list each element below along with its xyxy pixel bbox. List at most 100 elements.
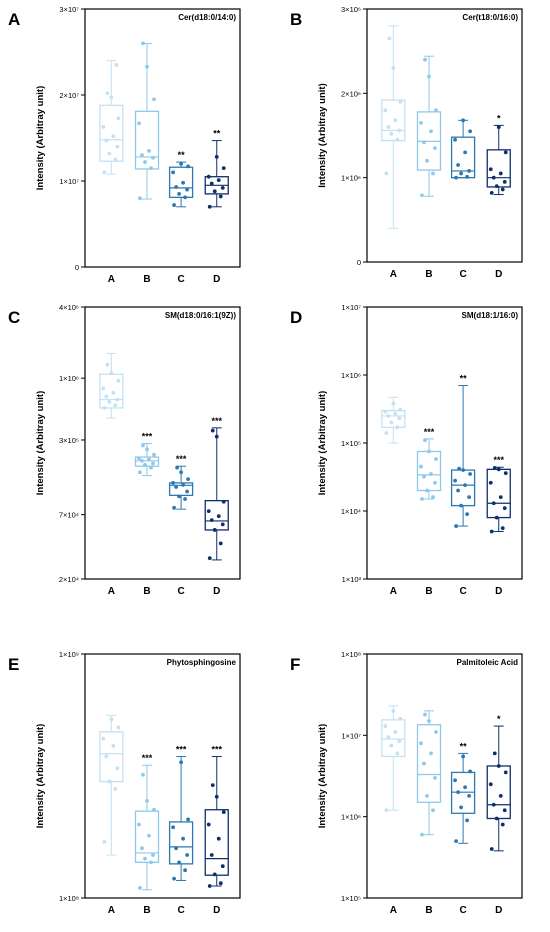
data-point [138,196,142,201]
data-point [206,174,211,179]
data-point [145,799,149,803]
data-point [391,708,396,713]
data-point [489,190,494,195]
data-point [141,443,145,448]
data-point [116,378,121,383]
data-point [502,506,507,511]
data-point [207,884,212,888]
data-point [214,794,219,799]
y-tick-label: 1×10⁶ [341,813,361,822]
significance-marker: *** [142,432,153,442]
data-point [212,528,217,532]
panel-title-C: SM(d18:0/16:1(9Z)) [165,311,236,320]
data-point [463,483,467,488]
data-point [107,151,112,156]
panel-label-A: A [8,10,20,29]
data-point [454,524,458,528]
data-point [461,118,465,123]
x-tick-label: A [108,274,115,285]
data-point [137,456,141,461]
data-point [456,163,460,167]
data-point [212,872,217,877]
box-D [204,500,229,531]
plot-frame-C [84,306,241,580]
data-point [503,770,508,775]
data-point [101,124,106,129]
significance-marker: ** [460,374,468,384]
significance-marker: *** [211,745,222,755]
data-point [386,125,391,129]
data-point [434,108,438,113]
data-point [143,160,147,164]
data-point [181,180,186,185]
data-point [492,466,497,470]
data-point [218,194,223,199]
data-point [422,140,426,145]
x-tick-label: C [459,905,466,916]
significance-marker: *** [176,454,187,464]
y-tick-label: 4×10⁶ [59,303,79,312]
data-point [221,810,226,814]
data-point [496,467,501,472]
x-tick-label: D [213,274,220,285]
data-point [465,174,469,179]
data-point [115,397,120,402]
data-point [221,166,226,171]
data-point [456,790,460,795]
data-point [143,856,147,861]
y-tick-label: 1×10⁷ [59,177,79,186]
data-point [420,193,424,198]
data-point [140,153,144,158]
data-point [459,805,463,810]
data-point [397,416,402,421]
data-point [419,741,423,746]
data-point [174,185,179,189]
box-C [450,136,476,179]
data-point [467,169,471,173]
data-point [105,91,110,96]
panel-title-D: SM(d18:1/16:0) [462,311,519,320]
data-point [496,125,501,129]
panel-label-D: D [290,308,302,327]
y-tick-label: 2×10⁴ [59,575,79,584]
data-point [177,860,182,865]
data-point [427,449,431,454]
data-point [104,394,109,399]
data-point [461,754,465,759]
x-tick-label: C [459,269,466,280]
data-point [393,118,398,123]
x-tick-label: A [108,586,115,597]
data-point [502,808,507,813]
data-point [216,836,221,841]
data-point [467,794,471,798]
data-point [216,514,221,519]
data-point [488,480,493,485]
data-point [177,494,182,499]
data-point [423,712,427,717]
data-point [386,735,391,740]
data-point [101,386,106,391]
data-point [151,155,155,160]
data-point [105,362,110,367]
data-point [389,743,394,748]
data-point [502,179,507,184]
data-point [137,822,141,827]
y-tick-label: 1×10⁸ [59,894,79,903]
data-point [141,772,145,777]
y-tick-label: 1×10⁴ [341,507,361,516]
data-point [147,833,151,838]
data-point [384,431,389,435]
data-point [185,489,190,494]
data-point [419,464,423,469]
data-point [459,171,463,176]
x-tick-label: D [213,905,220,916]
data-point [113,157,118,162]
y-tick-label: 3×10⁵ [59,436,79,445]
data-point [140,846,144,851]
data-point [459,503,463,508]
data-point [212,189,217,194]
x-tick-label: D [495,269,502,280]
data-point [109,371,114,376]
x-tick-label: D [495,905,502,916]
significance-marker: *** [493,455,504,465]
